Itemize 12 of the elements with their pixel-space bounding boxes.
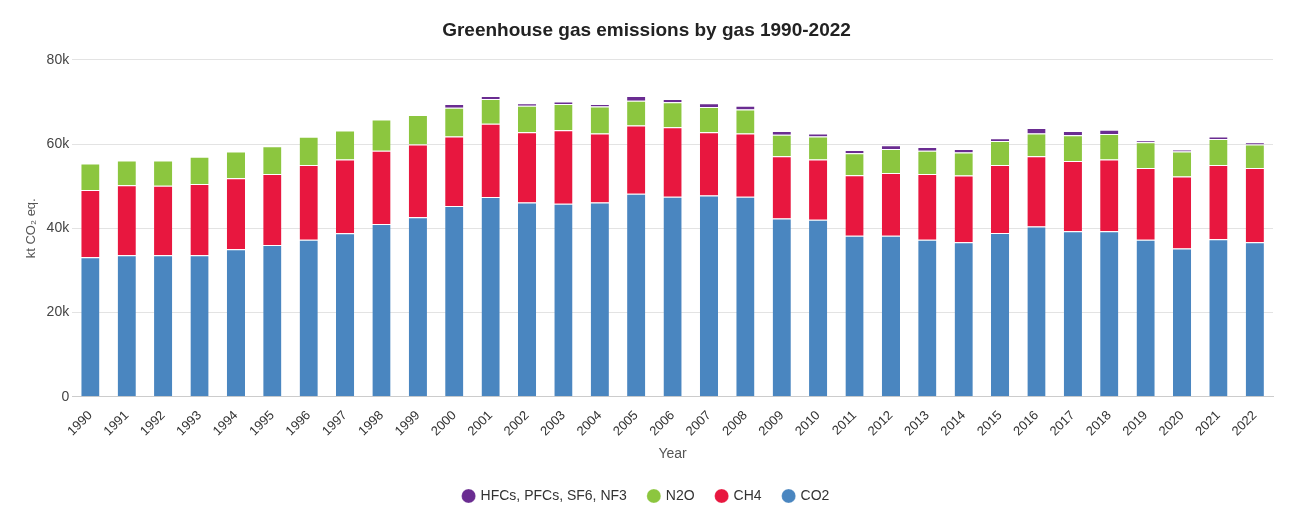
legend-label: HFCs, PFCs, SF6, NF3 (480, 486, 628, 503)
legend-label: CH4 (733, 486, 762, 503)
y-axis-title: kt CO₂ eq. (23, 198, 39, 259)
x-axis-title: Year (658, 445, 688, 462)
y-tick-label: 0 (61, 387, 70, 404)
y-tick-label: 60k (46, 134, 71, 151)
y-tick-label: 40k (46, 219, 71, 236)
y-tick-label: 20k (46, 303, 71, 320)
y-tick-label: 80k (46, 50, 71, 67)
legend-label: CO2 (800, 486, 830, 503)
chart-title: Greenhouse gas emissions by gas 1990-2022 (442, 18, 851, 40)
legend-label: N2O (665, 486, 695, 503)
